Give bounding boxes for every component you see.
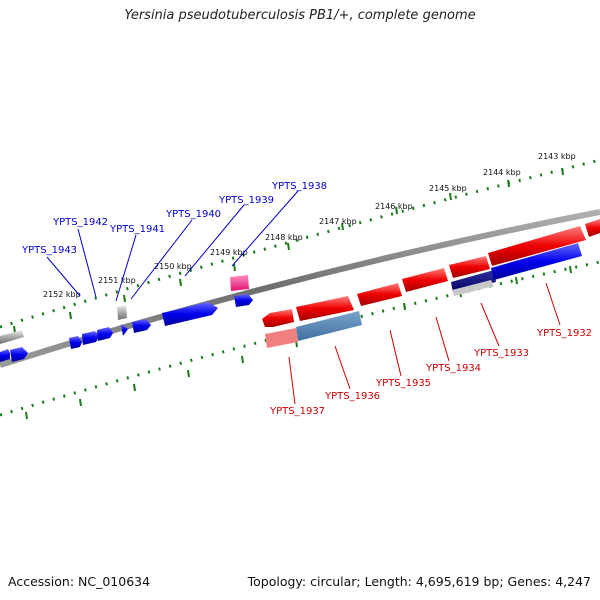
gene-arrow[interactable] (162, 302, 218, 326)
tick-2148 (287, 242, 290, 251)
inner-tick-9 (133, 383, 136, 392)
gene-label[interactable]: YPTS_1943 (21, 245, 77, 256)
gene-label[interactable]: YPTS_1935 (375, 378, 431, 389)
inner-tick-2 (515, 276, 518, 285)
gene-arrow[interactable] (296, 311, 362, 341)
kbp-label-2149: 2149 kbp (210, 248, 248, 257)
forward-label-leaders (46, 190, 299, 302)
reverse-strand-features (262, 219, 600, 348)
inner-tick-8 (187, 369, 190, 378)
gene-arrow[interactable] (265, 328, 298, 348)
kbp-label-2144: 2144 kbp (483, 168, 521, 177)
tick-2146 (395, 206, 398, 215)
genome-summary-text: Topology: circular; Length: 4,695,619 bp… (247, 574, 591, 589)
accession-text: Accession: NC_010634 (8, 574, 151, 589)
gene-arrow[interactable] (97, 327, 113, 341)
gene-arrow[interactable] (488, 226, 586, 266)
inner-tick-4 (403, 302, 406, 311)
gene-arrow[interactable] (121, 324, 128, 336)
gene-arrow[interactable] (585, 219, 600, 237)
tick-2150 (179, 278, 182, 287)
kbp-label-2146: 2146 kbp (375, 202, 413, 211)
kbp-label-2151: 2151 kbp (98, 276, 136, 285)
kbp-label-2145: 2145 kbp (429, 184, 467, 193)
tick-2149 (233, 263, 236, 272)
reverse-label-leaders (288, 282, 561, 405)
gene-arrow[interactable] (402, 268, 448, 292)
gene-label[interactable]: YPTS_1933 (473, 348, 529, 359)
gene-label[interactable]: YPTS_1942 (52, 217, 108, 228)
inner-tick-11 (25, 411, 28, 420)
scale-ticks (13, 167, 572, 420)
gene-arrow[interactable] (491, 243, 582, 280)
forward-strand-features (0, 275, 253, 362)
gene-arrow[interactable] (0, 349, 10, 362)
inner-tick-10 (79, 398, 82, 407)
gene-arrow[interactable] (357, 283, 402, 306)
kbp-label-2147: 2147 kbp (319, 217, 357, 226)
gene-arrow[interactable] (449, 256, 490, 278)
gene-label[interactable]: YPTS_1941 (109, 224, 165, 235)
gene-arrow[interactable] (117, 305, 127, 320)
gene-arrow[interactable] (234, 294, 253, 307)
gene-arrow[interactable] (262, 309, 294, 327)
inner-tick-7 (241, 355, 244, 364)
gene-label[interactable]: YPTS_1932 (536, 328, 592, 339)
tick-2147 (341, 222, 344, 231)
tick-2151 (123, 294, 126, 303)
map-title: Yersinia pseudotuberculosis PB1/+, compl… (124, 8, 476, 23)
kbp-label-2148: 2148 kbp (265, 233, 303, 242)
gene-label[interactable]: YPTS_1938 (271, 181, 327, 192)
gene-arrow[interactable] (230, 275, 249, 291)
gene-arrow[interactable] (82, 331, 99, 345)
gene-label[interactable]: YPTS_1939 (218, 195, 274, 206)
kbp-label-2143: 2143 kbp (538, 152, 576, 161)
gene-label[interactable]: YPTS_1936 (324, 391, 380, 402)
gene-label[interactable]: YPTS_1940 (165, 209, 221, 220)
tick-2143 (561, 167, 564, 176)
gene-arrow[interactable] (10, 347, 28, 362)
tick-2153 (13, 325, 16, 334)
gene-label[interactable]: YPTS_1937 (269, 406, 325, 417)
gene-arrow[interactable] (0, 330, 24, 344)
gene-arrow[interactable] (69, 336, 82, 349)
kbp-label-2150: 2150 kbp (154, 262, 192, 271)
tick-2152 (69, 311, 72, 320)
kbp-label-2152: 2152 kbp (43, 290, 81, 299)
tick-2145 (449, 192, 452, 201)
gene-arrow[interactable] (296, 296, 354, 321)
gene-label[interactable]: YPTS_1934 (425, 363, 481, 374)
gene-arrow[interactable] (451, 270, 496, 293)
inner-tick-1 (569, 265, 572, 274)
gene-arrow[interactable] (132, 319, 151, 333)
tick-2144 (507, 179, 510, 188)
gene-arrow[interactable] (452, 280, 494, 296)
